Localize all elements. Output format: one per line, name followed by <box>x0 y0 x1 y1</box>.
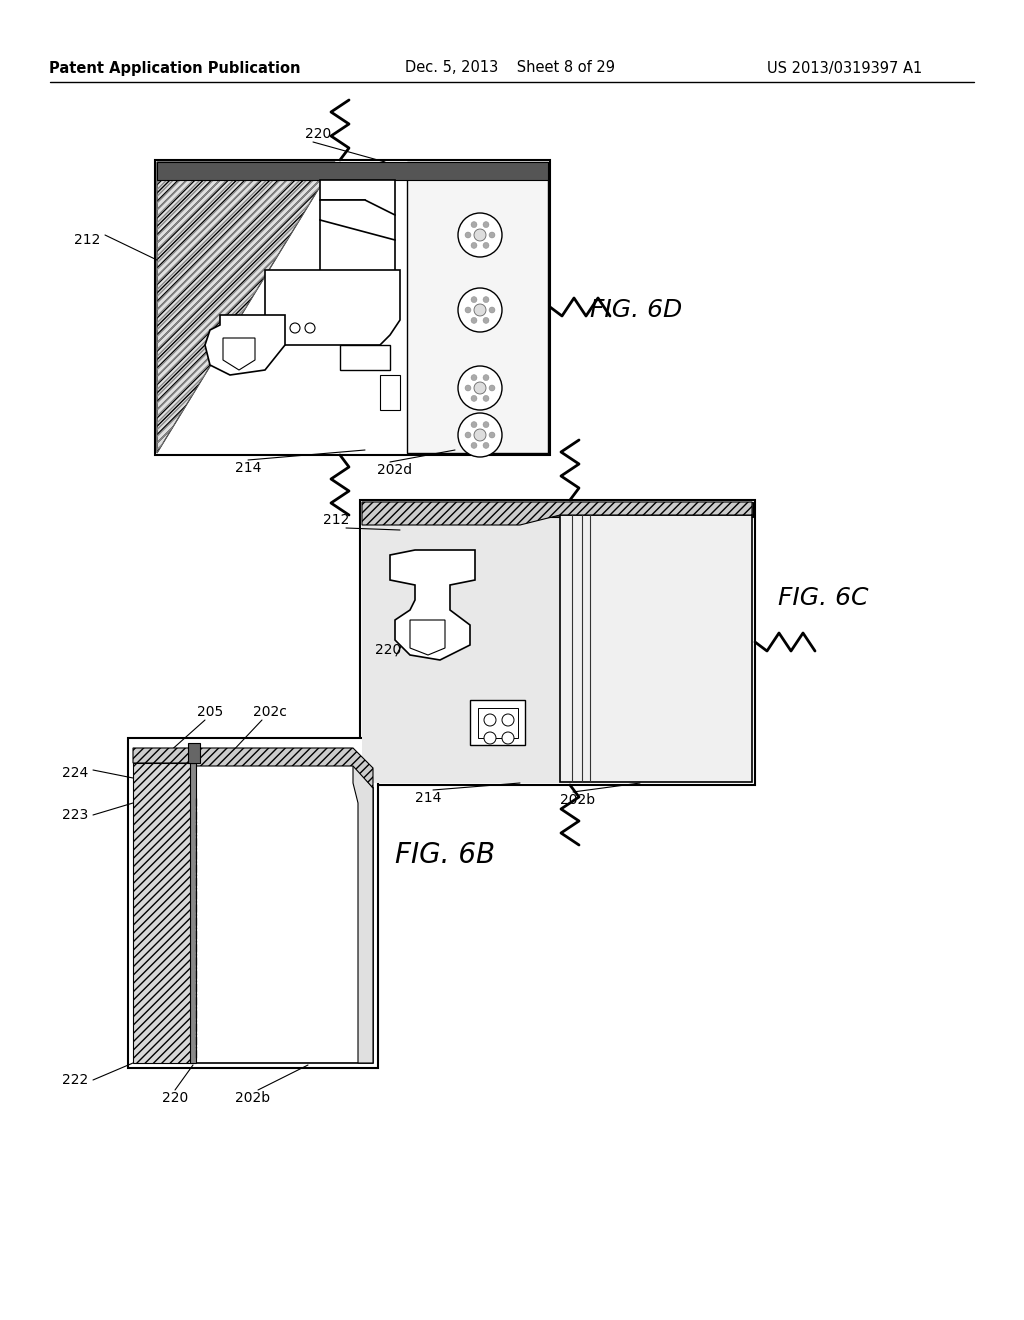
Circle shape <box>502 714 514 726</box>
Polygon shape <box>319 180 395 215</box>
Circle shape <box>474 429 486 441</box>
Circle shape <box>474 304 486 315</box>
Bar <box>155 160 550 455</box>
Bar <box>128 738 378 1068</box>
Bar <box>157 162 548 180</box>
Polygon shape <box>188 743 200 763</box>
Circle shape <box>458 366 502 411</box>
Text: FIG. 6D: FIG. 6D <box>590 298 682 322</box>
Bar <box>380 375 400 411</box>
Polygon shape <box>205 315 285 375</box>
Text: 214: 214 <box>415 791 441 805</box>
Bar <box>478 708 518 738</box>
Polygon shape <box>223 338 255 370</box>
Polygon shape <box>560 515 752 781</box>
Circle shape <box>474 381 486 393</box>
Polygon shape <box>390 550 475 660</box>
Circle shape <box>483 317 489 323</box>
Bar <box>362 502 753 517</box>
Circle shape <box>502 733 514 744</box>
Text: 202b: 202b <box>560 793 596 807</box>
Circle shape <box>484 714 496 726</box>
Circle shape <box>305 323 315 333</box>
Circle shape <box>483 222 489 227</box>
Circle shape <box>483 421 489 428</box>
Circle shape <box>483 375 489 380</box>
Text: 202b: 202b <box>236 1092 270 1105</box>
Circle shape <box>483 442 489 449</box>
Bar <box>190 763 196 1063</box>
Text: 220: 220 <box>162 1092 188 1105</box>
Polygon shape <box>319 220 395 275</box>
Circle shape <box>474 228 486 242</box>
Polygon shape <box>362 502 752 525</box>
Text: 214: 214 <box>234 461 261 475</box>
Circle shape <box>458 213 502 257</box>
Circle shape <box>484 733 496 744</box>
Text: FIG. 6C: FIG. 6C <box>778 586 868 610</box>
Circle shape <box>483 396 489 401</box>
Circle shape <box>465 232 471 238</box>
Polygon shape <box>353 763 373 1063</box>
Text: 220: 220 <box>305 127 331 141</box>
Circle shape <box>471 243 477 248</box>
Text: Patent Application Publication: Patent Application Publication <box>49 61 301 75</box>
Text: 202d: 202d <box>378 463 413 477</box>
Circle shape <box>465 385 471 391</box>
Bar <box>340 345 390 370</box>
Polygon shape <box>133 763 193 1063</box>
Circle shape <box>483 297 489 302</box>
Text: 212: 212 <box>74 234 100 247</box>
Circle shape <box>458 413 502 457</box>
Text: FIG. 6B: FIG. 6B <box>395 841 495 869</box>
Text: 224: 224 <box>61 766 88 780</box>
Circle shape <box>489 308 495 313</box>
Circle shape <box>471 297 477 302</box>
Polygon shape <box>362 502 577 783</box>
Circle shape <box>465 432 471 438</box>
Circle shape <box>458 288 502 333</box>
Circle shape <box>471 396 477 401</box>
Circle shape <box>471 421 477 428</box>
Polygon shape <box>410 620 445 655</box>
Polygon shape <box>157 162 335 453</box>
Polygon shape <box>133 748 373 788</box>
Circle shape <box>483 243 489 248</box>
Bar <box>470 700 525 744</box>
Bar <box>407 162 548 453</box>
Polygon shape <box>193 763 373 1063</box>
Polygon shape <box>319 201 395 240</box>
Circle shape <box>471 317 477 323</box>
Text: 212: 212 <box>323 513 349 527</box>
Circle shape <box>471 442 477 449</box>
Circle shape <box>471 375 477 380</box>
Circle shape <box>489 385 495 391</box>
Bar <box>360 500 755 785</box>
Circle shape <box>465 308 471 313</box>
Circle shape <box>471 222 477 227</box>
Text: 222: 222 <box>61 1073 88 1086</box>
Text: 202c: 202c <box>253 705 287 719</box>
Circle shape <box>489 432 495 438</box>
Text: US 2013/0319397 A1: US 2013/0319397 A1 <box>767 61 923 75</box>
Circle shape <box>290 323 300 333</box>
Text: 205: 205 <box>197 705 223 719</box>
Text: 220: 220 <box>375 643 401 657</box>
Text: Dec. 5, 2013    Sheet 8 of 29: Dec. 5, 2013 Sheet 8 of 29 <box>406 61 615 75</box>
Polygon shape <box>265 271 400 345</box>
Text: 223: 223 <box>61 808 88 822</box>
Circle shape <box>489 232 495 238</box>
